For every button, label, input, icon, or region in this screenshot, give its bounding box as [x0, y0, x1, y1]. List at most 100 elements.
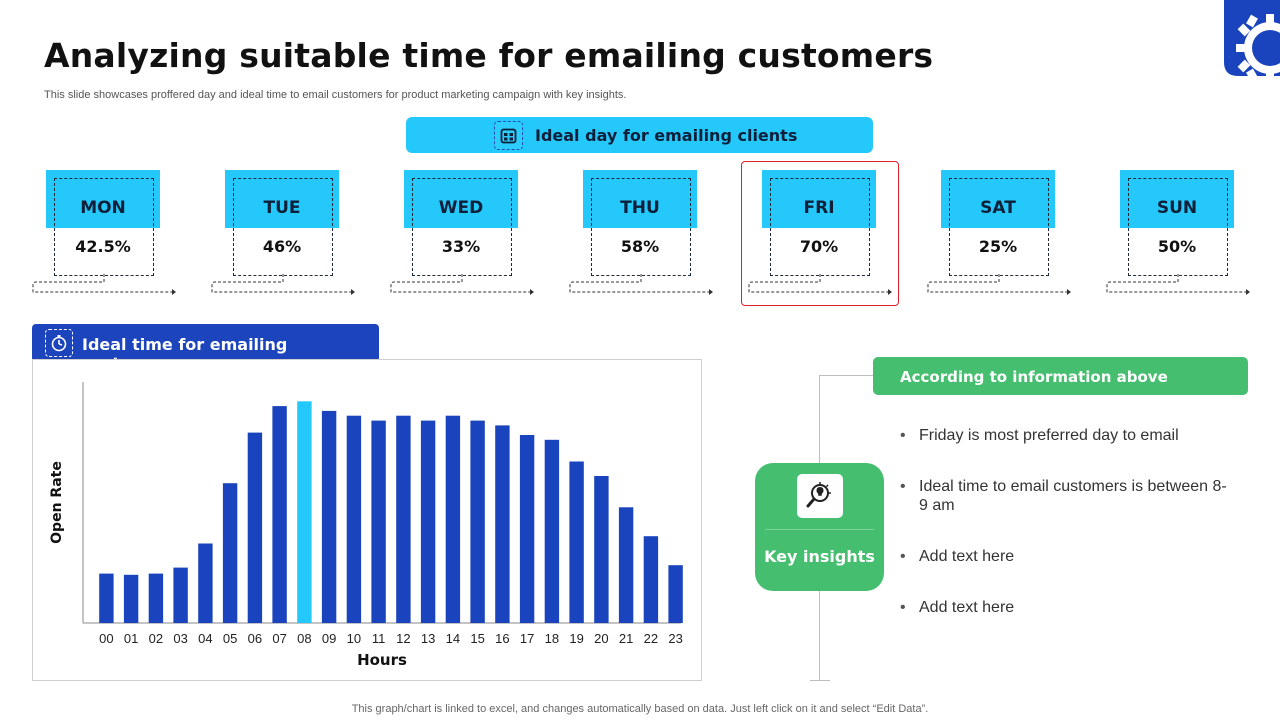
day-card-header	[583, 170, 697, 228]
open-rate-chart-svg: 00 01 02 03 04 05 06 07 08 09 10 11 12 13 14 15 16 17 18 19…	[49, 382, 683, 669]
x-tick-label: 15	[470, 631, 484, 646]
insight-item: Add text here	[900, 547, 1230, 566]
bar-hour-05	[222, 483, 238, 623]
day-name: SAT	[980, 198, 1016, 218]
bar-hour-11	[371, 420, 386, 623]
day-card-header	[225, 170, 339, 228]
insights-connector-bottom	[810, 680, 830, 681]
x-tick-label: 11	[372, 631, 386, 646]
key-insights-card: Key insights	[755, 463, 884, 591]
bar-hour-01	[123, 574, 139, 623]
bar-hour-15	[470, 420, 485, 623]
x-tick-label: 13	[421, 631, 435, 646]
day-connector-arrow	[927, 274, 1071, 295]
day-name: SUN	[1156, 198, 1198, 218]
bar-hour-10	[346, 415, 362, 623]
bar-hour-17	[519, 435, 535, 623]
insights-list: Friday is most preferred day to email Id…	[900, 426, 1230, 617]
x-tick-label: 23	[668, 631, 682, 646]
day-connector-arrow	[390, 274, 534, 295]
day-value: 58%	[620, 237, 660, 256]
day-name: TUE	[263, 198, 301, 218]
bar-hour-08	[297, 401, 312, 623]
x-tick-label: 00	[99, 631, 113, 646]
x-tick-label: 18	[545, 631, 559, 646]
day-card-header	[404, 170, 518, 228]
time-section-banner: Ideal time for emailing customers	[32, 324, 379, 373]
day-name: FRI	[803, 198, 835, 218]
bar-hour-03	[173, 567, 188, 623]
day-card-frame	[1128, 178, 1228, 276]
insights-banner-title: According to information above	[900, 368, 1168, 386]
x-tick-label: 01	[124, 631, 138, 646]
day-connector-arrow	[211, 274, 355, 295]
day-card-frame	[233, 178, 333, 276]
bar-hour-22	[643, 536, 659, 623]
day-name: THU	[620, 198, 660, 218]
day-card-frame	[949, 178, 1049, 276]
bar-hour-09	[321, 410, 337, 623]
day-section-title: Ideal day for emailing clients	[535, 126, 798, 145]
insight-item: Friday is most preferred day to email	[900, 426, 1230, 445]
bar-hour-19	[569, 461, 584, 623]
day-card-thu: THU 58%	[569, 170, 743, 305]
key-insights-label: Key insights	[764, 547, 875, 566]
day-connector-arrow	[748, 274, 892, 295]
x-tick-label: 12	[396, 631, 410, 646]
insight-item: Add text here	[900, 598, 1230, 617]
insight-item: Ideal time to email customers is between…	[900, 477, 1230, 515]
page-title: Analyzing suitable time for emailing cus…	[44, 36, 934, 75]
gear-decoration-icon	[1224, 0, 1280, 82]
x-tick-label: 09	[322, 631, 336, 646]
x-tick-label: 03	[173, 631, 187, 646]
day-value: 50%	[1157, 237, 1197, 256]
x-tick-label: 07	[272, 631, 286, 646]
day-card-frame	[54, 178, 154, 276]
day-card-tue: TUE 46%	[211, 170, 385, 305]
day-section-banner: Ideal day for emailing clients	[406, 117, 873, 153]
x-axis-label: Hours	[357, 651, 407, 669]
day-value: 25%	[978, 237, 1018, 256]
day-card-frame	[770, 178, 870, 276]
bar-hour-06	[247, 432, 263, 623]
day-card-header	[1120, 170, 1234, 228]
calendar-icon	[494, 121, 523, 150]
insights-banner: According to information above	[873, 357, 1248, 395]
x-tick-label: 02	[149, 631, 163, 646]
day-card-mon: MON 42.5%	[32, 170, 206, 305]
footer-note: This graph/chart is linked to excel, and…	[351, 703, 929, 715]
x-tick-label: 04	[198, 631, 212, 646]
bar-hour-16	[495, 425, 510, 623]
bar-hour-12	[396, 415, 411, 623]
bar-hour-14	[445, 415, 461, 623]
day-card-header	[941, 170, 1055, 228]
key-insights-divider	[765, 529, 874, 530]
bar-hour-07	[272, 406, 287, 623]
day-name: MON	[80, 198, 126, 218]
page-subtitle: This slide showcases proffered day and i…	[44, 89, 627, 101]
x-tick-label: 16	[495, 631, 509, 646]
open-rate-chart[interactable]: 00 01 02 03 04 05 06 07 08 09 10 11 12 13 14 15 16 17 18 19…	[32, 359, 702, 681]
lightbulb-magnifier-icon	[797, 474, 843, 518]
x-tick-label: 20	[594, 631, 608, 646]
x-tick-label: 17	[520, 631, 534, 646]
bar-hour-21	[618, 507, 634, 623]
x-tick-label: 19	[569, 631, 583, 646]
day-card-sat: SAT 25%	[927, 170, 1101, 305]
day-connector-arrow	[569, 274, 713, 295]
day-name: WED	[438, 198, 484, 218]
day-connector-arrow	[32, 274, 176, 295]
day-value: 33%	[441, 237, 481, 256]
bar-hour-18	[544, 439, 560, 623]
x-tick-label: 14	[446, 631, 460, 646]
x-tick-label: 05	[223, 631, 237, 646]
day-connector-arrow	[1106, 274, 1250, 295]
x-tick-label: 21	[619, 631, 633, 646]
day-card-frame	[412, 178, 512, 276]
day-value: 70%	[799, 237, 839, 256]
day-card-fri: FRI 70%	[741, 161, 922, 306]
day-value: 42.5%	[75, 237, 131, 256]
day-card-header	[46, 170, 160, 228]
bar-hour-20	[594, 476, 609, 623]
bar-hour-04	[198, 543, 213, 623]
